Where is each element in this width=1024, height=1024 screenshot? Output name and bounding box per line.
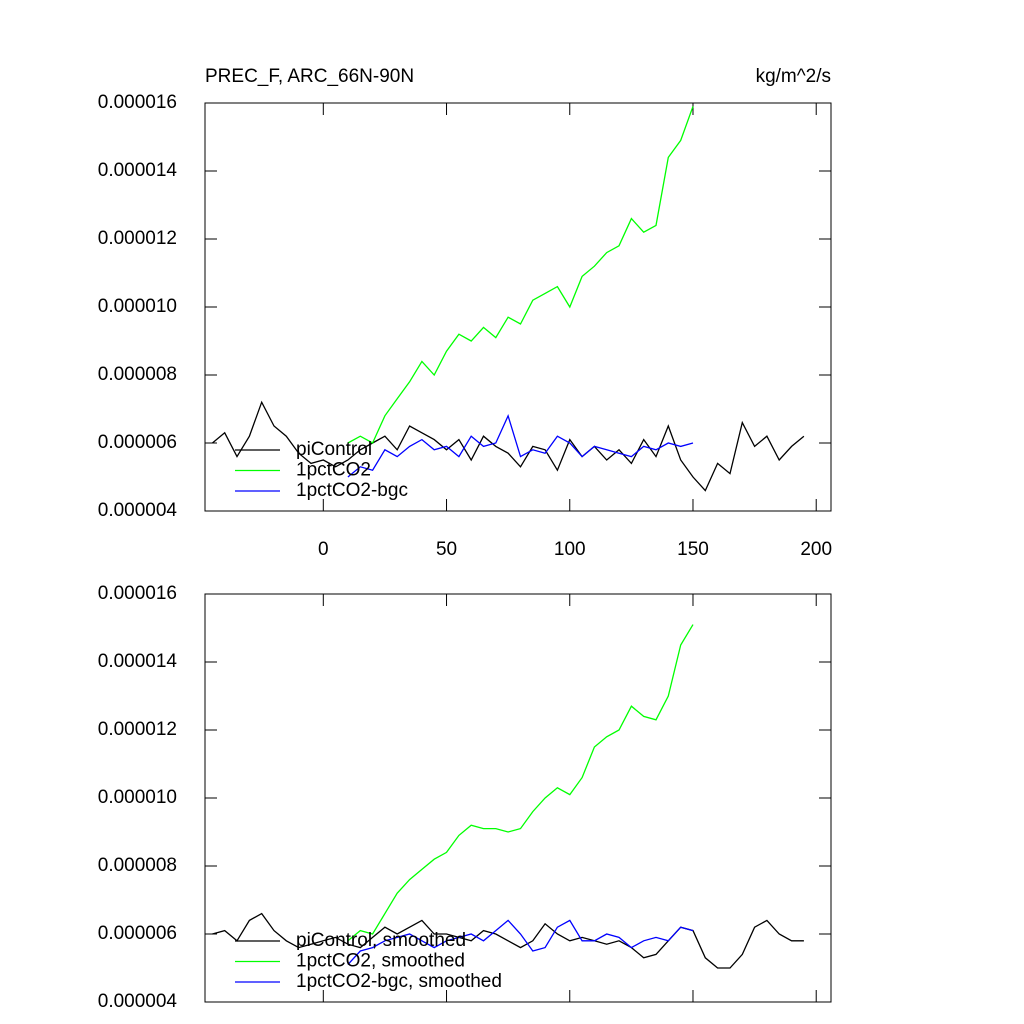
legend-label: 1pctCO2-bgc, smoothed: [296, 971, 502, 992]
x-tick-label: 100: [554, 539, 586, 560]
series-line: [347, 413, 694, 478]
y-tick-label: 0.000006: [98, 923, 177, 944]
y-tick-label: 0.000014: [98, 160, 178, 181]
chart-title: PREC_F, ARC_66N-90N: [205, 66, 414, 87]
y-tick-label: 0.000008: [98, 855, 177, 876]
series-line: [347, 919, 694, 966]
y-tick-label: 0.000014: [98, 651, 178, 672]
y-tick-label: 0.000012: [98, 719, 177, 740]
units-label: kg/m^2/s: [756, 66, 831, 87]
series-line: [212, 912, 804, 969]
y-tick-label: 0.000010: [98, 296, 177, 317]
y-tick-label: 0.000012: [98, 228, 177, 249]
legend-label: piControl: [296, 439, 372, 460]
x-tick-label: 200: [800, 539, 832, 560]
x-tick-label: 0: [318, 539, 329, 560]
legend-label: 1pctCO2: [296, 460, 371, 481]
y-tick-label: 0.000016: [98, 583, 177, 604]
y-tick-label: 0.000016: [98, 92, 177, 113]
legend-label: piControl, smoothed: [296, 930, 466, 951]
y-tick-label: 0.000006: [98, 432, 177, 453]
y-tick-label: 0.000004: [98, 500, 178, 521]
series-line: [211, 400, 805, 492]
y-tick-label: 0.000004: [98, 991, 178, 1012]
series-line: [347, 624, 694, 942]
legend-label: 1pctCO2-bgc: [296, 480, 408, 501]
y-tick-label: 0.000008: [98, 364, 177, 385]
series-line: [347, 106, 694, 444]
x-tick-label: 150: [677, 539, 709, 560]
x-tick-label: 50: [436, 539, 457, 560]
legend-label: 1pctCO2, smoothed: [296, 951, 465, 972]
y-tick-label: 0.000010: [98, 787, 177, 808]
